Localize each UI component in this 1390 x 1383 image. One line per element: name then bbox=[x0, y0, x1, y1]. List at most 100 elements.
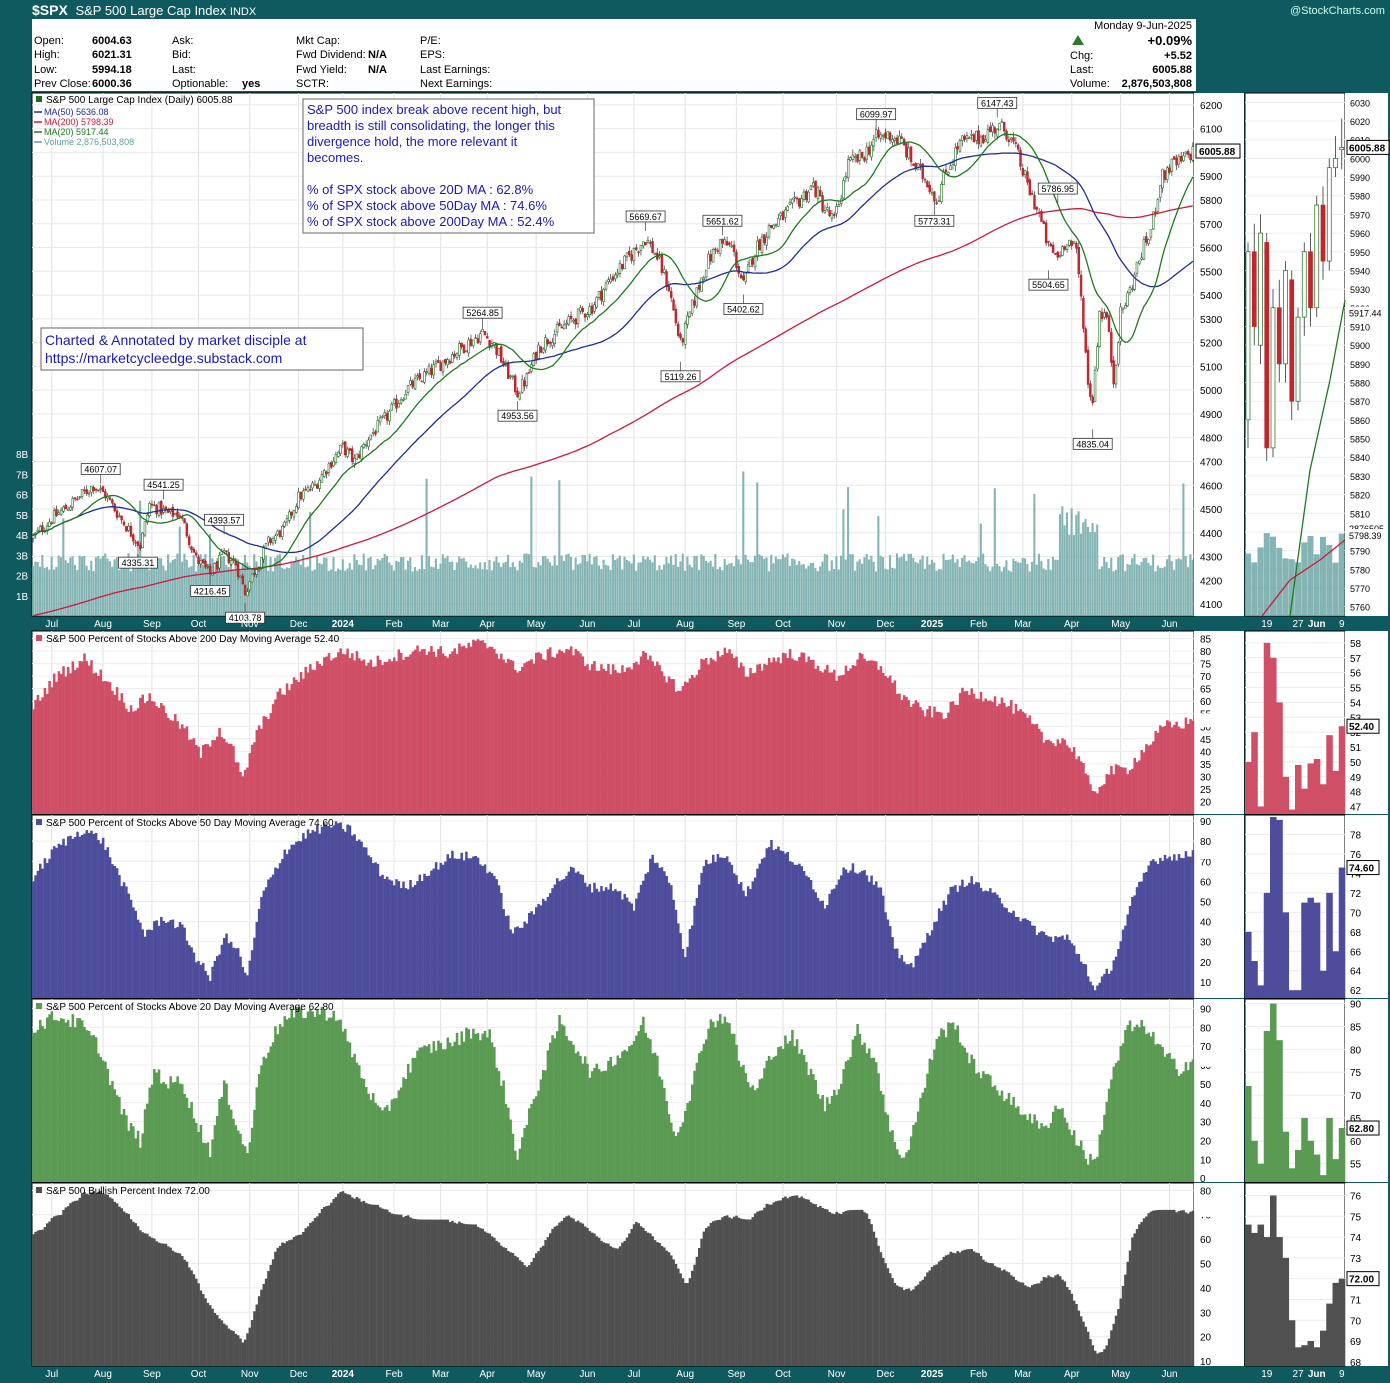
breadth-bar bbox=[888, 1273, 892, 1366]
volume-bar bbox=[958, 566, 961, 616]
volume-bar bbox=[1173, 569, 1176, 616]
breadth-bar bbox=[236, 1130, 240, 1182]
volume-bar bbox=[1014, 561, 1017, 616]
breadth-bar bbox=[700, 872, 703, 998]
breadth-bar bbox=[628, 1233, 631, 1366]
candle-body bbox=[506, 362, 510, 379]
breadth-bar bbox=[278, 863, 282, 998]
breadth-bar bbox=[1007, 1093, 1011, 1182]
breadth-bar bbox=[737, 667, 741, 814]
inset-bar bbox=[1257, 1163, 1265, 1182]
breadth-bar bbox=[1056, 739, 1060, 814]
inset-tick-label: 65 bbox=[1350, 1114, 1362, 1125]
volume-bar bbox=[697, 570, 701, 616]
volume-bar bbox=[497, 562, 500, 616]
breadth-bar bbox=[1061, 1108, 1064, 1182]
breadth-bar bbox=[371, 666, 375, 814]
candle-body bbox=[1044, 222, 1048, 244]
breadth-bar bbox=[276, 1034, 280, 1182]
candle-body bbox=[173, 513, 177, 516]
breadth-bar bbox=[73, 670, 77, 814]
volume-bar bbox=[486, 569, 489, 616]
breadth-bar bbox=[642, 880, 645, 998]
breadth-bar bbox=[707, 1028, 710, 1182]
breadth-bar bbox=[961, 1250, 964, 1366]
breadth-bar bbox=[1180, 1073, 1183, 1182]
prev-close-value: 6000.36 bbox=[92, 78, 132, 90]
breadth-bar bbox=[700, 1050, 703, 1182]
inset-bar bbox=[1251, 1140, 1258, 1182]
inset-tick-label: 71 bbox=[1350, 1295, 1362, 1306]
peak-label: 4835.04 bbox=[1076, 439, 1109, 449]
candle-body bbox=[651, 241, 654, 254]
brand-mark: @StockCharts.com bbox=[1290, 5, 1385, 17]
volume-bar bbox=[1042, 568, 1045, 616]
breadth-bar bbox=[914, 955, 918, 998]
volume-bar bbox=[597, 565, 600, 616]
volume-bar bbox=[863, 557, 866, 616]
breadth-bar bbox=[623, 893, 627, 998]
breadth-bar bbox=[458, 1044, 461, 1182]
inset-bar bbox=[1288, 1168, 1296, 1182]
volume-bar bbox=[388, 562, 391, 616]
volume-bar bbox=[1068, 534, 1071, 616]
breadth-bar bbox=[367, 1093, 370, 1182]
candle-body bbox=[909, 146, 913, 163]
breadth-bar bbox=[406, 889, 410, 998]
candle-body bbox=[211, 573, 214, 576]
x-axis-label: Feb bbox=[970, 619, 988, 630]
inset-volume-bar bbox=[1313, 554, 1320, 616]
volume-bar bbox=[148, 569, 151, 616]
breadth-bar bbox=[164, 922, 168, 998]
breadth-bar bbox=[71, 838, 75, 998]
breadth-bar bbox=[1044, 1125, 1048, 1182]
breadth-bar bbox=[998, 1095, 1001, 1182]
breadth-bar bbox=[935, 1038, 939, 1182]
breadth-bar bbox=[437, 869, 440, 998]
volume-bar bbox=[721, 570, 724, 616]
volume-bar bbox=[420, 555, 423, 616]
candle-body bbox=[1000, 121, 1004, 123]
breadth-bar bbox=[344, 1193, 347, 1366]
candle-body bbox=[1012, 137, 1015, 142]
breadth-bar bbox=[271, 874, 275, 998]
volume-bar bbox=[1089, 532, 1092, 616]
volume-bar bbox=[893, 568, 896, 616]
breadth-bar bbox=[41, 697, 44, 814]
candle-body bbox=[965, 135, 969, 139]
candle-body bbox=[807, 191, 810, 203]
price-tick-label: 4100 bbox=[1200, 600, 1223, 611]
breadth-bar bbox=[94, 1193, 98, 1366]
breadth-bar bbox=[1058, 743, 1062, 814]
inset-price-tick: 5830 bbox=[1350, 472, 1370, 482]
breadth-bar bbox=[257, 725, 261, 814]
breadth-bar bbox=[344, 1028, 347, 1182]
breadth-bar bbox=[204, 1298, 207, 1366]
breadth-bar bbox=[735, 1044, 738, 1182]
volume-bar bbox=[164, 570, 167, 616]
candle-body bbox=[525, 373, 529, 386]
breadth-bar bbox=[232, 1331, 235, 1366]
breadth-bar bbox=[355, 1062, 359, 1182]
breadth-bar bbox=[1103, 1349, 1106, 1366]
inset-bar bbox=[1282, 1131, 1290, 1182]
legend-candle-swatch bbox=[36, 96, 42, 102]
candle-body bbox=[611, 276, 615, 281]
breadth-bar bbox=[164, 1243, 168, 1366]
volume-bar bbox=[1084, 518, 1087, 616]
volume-bar bbox=[714, 554, 717, 616]
volume-bar bbox=[38, 566, 42, 616]
breadth-bar bbox=[788, 649, 792, 814]
candle-body bbox=[274, 535, 277, 541]
breadth-bar bbox=[129, 705, 133, 814]
breadth-bar bbox=[348, 1194, 352, 1366]
volume-bar bbox=[856, 561, 859, 616]
breadth-bar bbox=[264, 887, 268, 998]
breadth-bar bbox=[1098, 1352, 1102, 1366]
breadth-bar bbox=[1000, 697, 1004, 814]
breadth-bar bbox=[972, 693, 976, 814]
breadth-bar bbox=[753, 1213, 757, 1366]
breadth-bar bbox=[1159, 857, 1162, 998]
breadth-bar bbox=[195, 1122, 198, 1182]
breadth-bar bbox=[113, 1089, 117, 1182]
